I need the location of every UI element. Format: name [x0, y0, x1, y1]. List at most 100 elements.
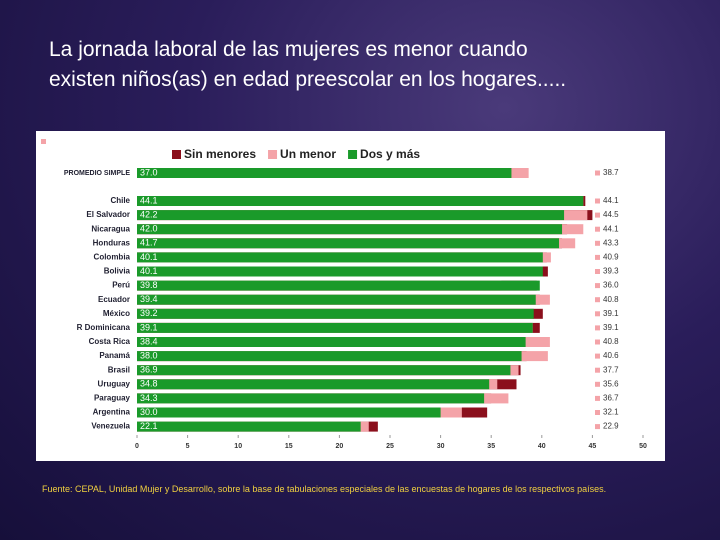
label-swatch: [595, 297, 600, 303]
bar: [137, 168, 512, 178]
value-label: 34.3: [140, 393, 158, 403]
value-label: 32.1: [603, 408, 619, 417]
label-swatch: [595, 254, 600, 260]
value-label: 44.1: [603, 196, 619, 205]
value-label: 39.1: [140, 322, 158, 332]
value-label: 44.1: [603, 224, 619, 233]
value-label: 42.0: [140, 224, 158, 234]
category-label: Honduras: [93, 238, 131, 247]
bar: [137, 210, 565, 221]
bar: [137, 266, 543, 277]
x-tick-label: 45: [589, 443, 597, 450]
value-label: 39.8: [140, 280, 158, 290]
value-label: 36.0: [603, 281, 619, 290]
bullet: [41, 139, 46, 144]
x-tick-label: 0: [135, 443, 139, 450]
bar: [137, 196, 584, 206]
value-label: 36.9: [140, 365, 158, 375]
value-label: 40.6: [603, 351, 619, 360]
value-label: 40.8: [603, 295, 619, 304]
label-swatch: [595, 269, 600, 274]
value-label: 34.8: [140, 379, 158, 389]
bar: [137, 294, 536, 305]
label-swatch: [595, 410, 600, 415]
bar: [137, 280, 540, 291]
value-label: 40.9: [603, 253, 619, 262]
source: Fuente: CEPAL, Unidad Mujer y Desarrollo…: [42, 484, 607, 494]
value-label: 41.7: [140, 238, 158, 248]
legend-swatch: [348, 150, 358, 159]
category-label: R Dominicana: [77, 323, 131, 332]
x-tick-label: 20: [336, 443, 344, 450]
bar: [137, 224, 563, 235]
label-swatch: [595, 311, 600, 317]
legend-swatch: [172, 150, 181, 159]
x-tick-label: 5: [186, 443, 190, 450]
category-label: El Salvador: [86, 210, 130, 219]
value-label: 44.1: [140, 195, 158, 205]
value-label: 40.1: [140, 266, 158, 276]
value-label: 43.3: [603, 238, 619, 247]
value-label: 37.7: [603, 365, 619, 374]
category-label: Perú: [112, 281, 130, 290]
category-label: México: [103, 309, 130, 318]
category-label: Colombia: [94, 253, 131, 262]
value-label: 22.1: [140, 421, 158, 431]
bar: [137, 393, 485, 404]
value-label: 38.4: [140, 336, 158, 346]
x-tick-label: 10: [234, 443, 242, 450]
category-label: Nicaragua: [91, 224, 130, 233]
value-label: 39.3: [603, 267, 619, 276]
bar: [137, 421, 361, 432]
category-label: Chile: [110, 196, 130, 205]
category-label: Ecuador: [98, 295, 130, 304]
legend-label: Sin menores: [184, 147, 256, 161]
title-line: existen niños(as) en edad preescolar en …: [49, 68, 567, 91]
value-label: 36.7: [603, 394, 619, 403]
bar: [137, 252, 543, 263]
category-label: Venezuela: [91, 422, 130, 431]
label-swatch: [595, 339, 600, 345]
legend-label: Dos y más: [360, 147, 420, 161]
value-label: 39.4: [140, 294, 158, 304]
bar: [137, 351, 522, 362]
value-label: 38.7: [603, 168, 619, 177]
value-label: 39.2: [140, 308, 158, 318]
value-label: 38.0: [140, 350, 158, 360]
x-tick-label: 40: [538, 443, 546, 450]
category-label: Uruguay: [98, 379, 131, 388]
category-label: PROMEDIO SIMPLE: [64, 170, 130, 177]
bar: [137, 322, 533, 333]
label-swatch: [595, 240, 600, 246]
bar: [137, 337, 526, 347]
label-swatch: [595, 283, 600, 289]
value-label: 22.9: [603, 422, 619, 431]
value-label: 44.5: [603, 210, 619, 219]
label-swatch: [595, 424, 600, 430]
value-label: 37.0: [140, 167, 158, 177]
label-swatch: [595, 367, 600, 373]
category-label: Argentina: [93, 408, 131, 417]
bar: [137, 407, 441, 418]
category-label: Bolivia: [104, 267, 131, 276]
bar: [137, 365, 511, 376]
label-swatch: [595, 212, 600, 218]
label-swatch: [595, 395, 600, 401]
value-label: 40.1: [140, 252, 158, 262]
legend-swatch: [268, 150, 278, 159]
label-swatch: [595, 353, 600, 359]
x-tick-label: 15: [285, 443, 293, 450]
category-label: Panamá: [99, 351, 130, 360]
value-label: 39.1: [603, 323, 619, 332]
category-label: Brasil: [108, 365, 130, 374]
value-label: 30.0: [140, 407, 158, 417]
label-swatch: [595, 170, 600, 176]
value-label: 40.8: [603, 337, 619, 346]
value-label: 35.6: [603, 379, 619, 388]
label-swatch: [595, 325, 600, 331]
value-label: 39.1: [603, 309, 619, 318]
title-line: La jornada laboral de las mujeres es men…: [49, 38, 528, 61]
value-label: 42.2: [140, 209, 158, 219]
